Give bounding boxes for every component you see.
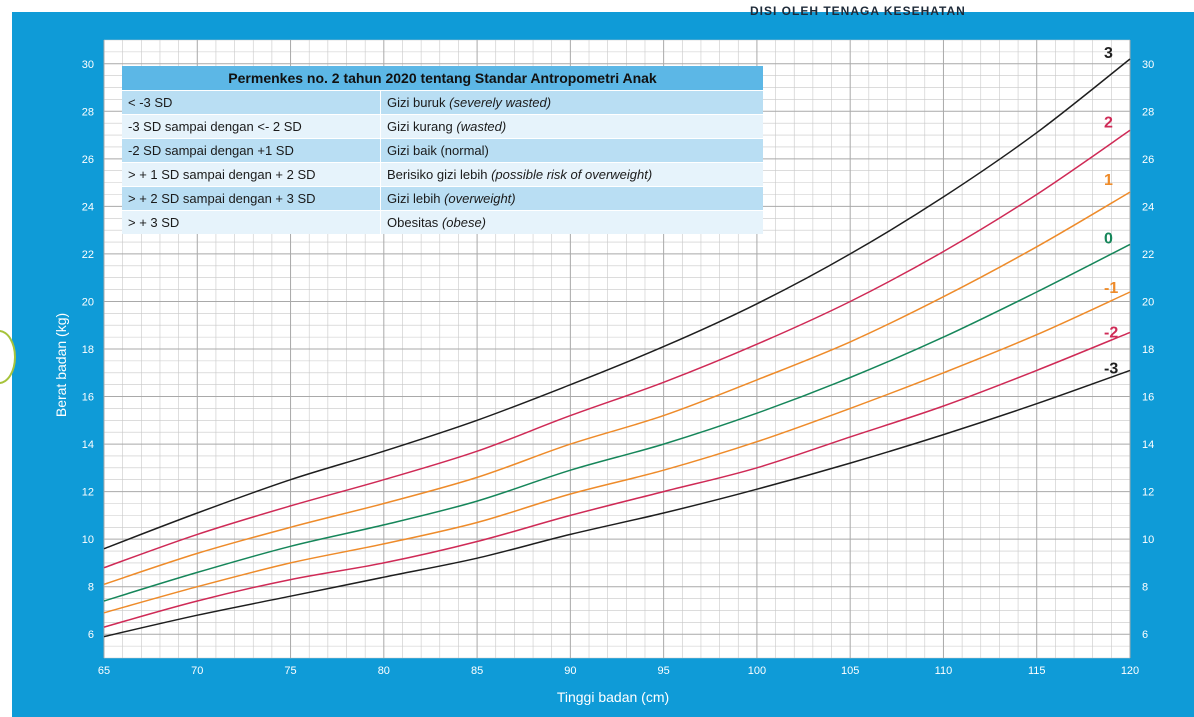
status-en-text: (overweight) [444,191,516,206]
y-axis-title: Berat badan (kg) [53,313,69,417]
y-tick-label: 16 [82,392,94,404]
x-tick-label: 95 [658,665,670,677]
status-cell: Berisiko gizi lebih (possible risk of ov… [380,162,763,187]
sd-curve--1 [103,291,1131,614]
y-tick-label: 22 [82,249,94,261]
table-row: > + 1 SD sampai dengan + 2 SD Berisiko g… [122,162,763,187]
sd-curve-label: -3 [1104,360,1118,377]
y-tick-label: 30 [1142,59,1154,71]
status-en-text: (severely wasted) [449,95,552,110]
y-tick-label: 26 [82,154,94,166]
sd-range-cell: > + 3 SD [122,210,381,234]
x-tick-labels: 65 70 75 80 85 90 95 100 105 110 115 120 [98,665,1139,677]
x-tick-label: 110 [935,665,953,677]
y-tick-label: 28 [1142,106,1154,118]
sd-curve-2 [103,129,1131,569]
header-text: DISI OLEH TENAGA KESEHATAN [750,4,966,18]
table-row: -2 SD sampai dengan +1 SD Gizi baik (nor… [122,138,763,163]
y-tick-label: 22 [1142,249,1154,261]
y-tick-label: 10 [82,534,94,546]
y-tick-label: 30 [82,59,94,71]
sd-range-cell: > + 2 SD sampai dengan + 3 SD [122,186,381,211]
sd-curve-label: 1 [1104,172,1113,189]
y-tick-label: 6 [1142,629,1148,641]
x-tick-label: 120 [1121,665,1139,677]
table-row: -3 SD sampai dengan <- 2 SD Gizi kurang … [122,114,763,139]
sd-curve-label: 2 [1104,114,1113,131]
y-tick-label: 8 [1142,582,1148,594]
sd-curve-label: 0 [1104,230,1113,247]
y-tick-labels-right: 6 8 10 12 14 16 18 20 22 24 26 28 30 [1142,59,1154,641]
status-cell: Gizi baik (normal) [380,138,763,163]
status-en-text: (possible risk of overweight) [491,167,653,182]
y-tick-label: 26 [1142,154,1154,166]
y-tick-label: 12 [82,487,94,499]
x-tick-label: 75 [284,665,296,677]
classification-table: Permenkes no. 2 tahun 2020 tentang Stand… [122,66,763,234]
status-text: Berisiko gizi lebih [387,167,488,182]
sd-range-cell: < -3 SD [122,90,381,115]
x-tick-label: 115 [1028,665,1046,677]
y-tick-label: 14 [82,439,94,451]
y-tick-labels-left: 6 8 10 12 14 16 18 20 22 24 26 28 30 [82,59,94,641]
sd-curve-0 [103,243,1131,602]
sd-curve-label: -2 [1104,324,1118,341]
y-tick-label: 14 [1142,439,1154,451]
status-text: Gizi lebih [387,191,441,206]
y-tick-label: 16 [1142,392,1154,404]
sd-curve-labels: 3 2 1 0 -1 -2 -3 [1104,45,1118,377]
y-tick-label: 12 [1142,487,1154,499]
status-cell: Obesitas (obese) [380,210,763,234]
y-tick-label: 24 [82,201,94,213]
table-row: > + 3 SD Obesitas (obese) [122,210,763,234]
sd-curve--2 [103,331,1131,628]
sd-curve-1 [103,191,1131,586]
y-tick-label: 18 [1142,344,1154,356]
status-cell: Gizi buruk (severely wasted) [380,90,763,115]
sd-range-cell: -2 SD sampai dengan +1 SD [122,138,381,163]
y-tick-label: 28 [82,106,94,118]
table-title: Permenkes no. 2 tahun 2020 tentang Stand… [122,66,763,91]
sd-curve-label: -1 [1104,280,1118,297]
sd-curve-3 [103,58,1131,550]
x-tick-label: 85 [471,665,483,677]
y-tick-label: 20 [82,296,94,308]
y-tick-label: 24 [1142,201,1154,213]
sd-range-cell: > + 1 SD sampai dengan + 2 SD [122,162,381,187]
status-text: Obesitas [387,215,439,230]
y-tick-label: 18 [82,344,94,356]
status-en-text: (obese) [441,215,487,230]
sd-curve-label: 3 [1104,45,1113,62]
status-cell: Gizi lebih (overweight) [380,186,763,211]
major-grid [103,40,1131,658]
status-text: Gizi kurang [387,119,453,134]
x-tick-label: 105 [841,665,859,677]
sd-curve--3 [103,369,1131,638]
x-axis-title: Tinggi badan (cm) [557,689,669,705]
y-tick-label: 6 [88,629,94,641]
x-tick-label: 65 [98,665,110,677]
x-tick-label: 80 [378,665,390,677]
y-tick-label: 10 [1142,534,1154,546]
status-cell: Gizi kurang (wasted) [380,114,763,139]
x-tick-label: 70 [191,665,203,677]
status-text: Gizi buruk [387,95,446,110]
y-tick-label: 8 [88,582,94,594]
x-tick-label: 90 [564,665,576,677]
sd-curves [103,58,1131,638]
status-text: Gizi baik (normal) [387,143,489,158]
sd-range-cell: -3 SD sampai dengan <- 2 SD [122,114,381,139]
table-row: < -3 SD Gizi buruk (severely wasted) [122,90,763,115]
table-row: > + 2 SD sampai dengan + 3 SD Gizi lebih… [122,186,763,211]
status-en-text: (wasted) [456,119,507,134]
y-tick-label: 20 [1142,296,1154,308]
x-tick-label: 100 [748,665,766,677]
